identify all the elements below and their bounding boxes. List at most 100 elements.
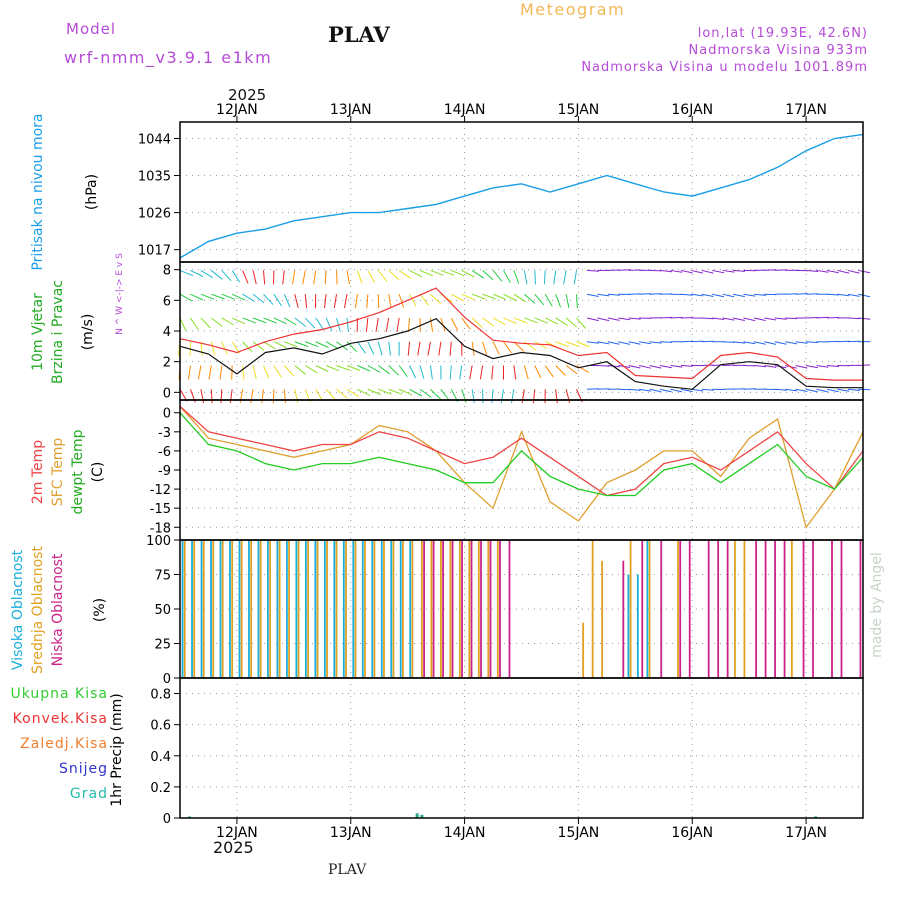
wind-arrow [430,269,444,276]
wind-arrow [785,341,798,345]
wind-arrow [628,365,641,369]
y-tick-label: 1035 [138,170,171,185]
wind-arrow [532,389,536,404]
wind-arrow [419,365,425,380]
wind-arrow [200,293,215,300]
wind-arrow [847,269,860,274]
y-tick-label: 1026 [138,207,171,222]
wind-arrow [429,365,433,380]
wind-arrow [313,270,317,285]
wind-arrow [398,365,408,378]
wind-arrow [553,270,557,285]
wind-arrow [503,270,511,283]
wind-arrow [294,365,306,375]
wind-ylabel-2: Brzina i Pravac [50,280,66,384]
y-tick-label: -12 [150,483,171,498]
wind-arrow [764,341,777,345]
wind-arrow [229,389,233,404]
wind-arrow [211,293,225,300]
wind-arrow [795,365,808,369]
wind-arrow [210,317,223,327]
wind-arrow [785,388,798,392]
wind-arrow [691,388,704,392]
wind-arrow [639,388,652,392]
x-date-label-top: 16JAN [671,102,713,118]
model-label: Model [66,20,117,38]
wind-arrow [367,365,381,373]
wind-arrow [208,365,212,380]
station-title: PLAV [328,22,390,47]
precip-bar [187,816,191,818]
wind-arrow [774,317,787,320]
wind-arrow [179,293,193,302]
wind-arrow [701,293,714,297]
wind-arrow [774,269,787,271]
wind-arrow [712,317,725,320]
temp-ylabel-3: dewpt Temp [70,429,86,514]
y-tick-label: 2 [163,356,171,371]
wind-arrow [816,269,829,273]
wind-arrow [388,341,391,356]
wind-arrow [586,269,599,272]
y-tick-label: 0 [163,407,171,422]
watermark-text: made by Angel [869,552,885,658]
x-date-label-top: 14JAN [444,102,486,118]
model-run: wrf-nmm_v3.9.1 e1km [64,48,273,67]
wind-arrow [523,365,529,380]
wind-arrow [324,270,327,285]
wind-arrow [367,388,381,395]
wind-arrow [367,270,376,283]
wind-arrow [805,388,818,393]
wind-arrow [294,294,299,308]
wind-arrow [837,293,850,297]
wind-arrow [837,340,850,343]
wind-arrow [263,365,270,379]
wind-arrow [544,293,553,307]
wind-arrow [732,317,745,321]
wind-arrow [263,341,276,350]
wind-arrow [200,341,203,356]
precip-bar [814,816,818,818]
wind-arrow [701,317,714,320]
wind-arrow [451,293,464,302]
wind-arrow [449,341,452,356]
wind-arrow [200,317,211,329]
wind-arrow [190,317,199,330]
x-date-label-top: 13JAN [330,102,372,118]
wind-arrow [336,341,348,351]
y-tick-label: 0 [163,672,171,687]
wind-arrow [398,294,405,308]
wind-arrow [221,270,232,282]
wind-arrow [847,293,860,297]
precip-legend-item: Snijeg [59,761,108,777]
wind-arrow [691,293,704,297]
wind-arrow [469,365,473,380]
wind-arrow [597,365,610,367]
wind-arrow [764,317,777,321]
wind-arrow [357,388,371,396]
wind-arrow [430,388,441,400]
wind-arrow [409,388,423,397]
wind-arrow [680,365,693,367]
wind-arrow [482,270,494,281]
wind-arrow [753,293,766,296]
wind-arrow [607,293,620,296]
precip-ylabel: 1hr Precip (mm) [109,693,125,806]
wind-arrow [649,388,662,393]
wind-arrow [261,389,264,404]
wind-arrow [398,388,413,396]
y-tick-label: 75 [154,569,171,584]
wind-arrow [701,388,714,391]
wind-arrow [555,341,569,348]
wind-arrow [263,293,274,305]
wind-arrow [847,340,860,343]
wind-arrow [471,389,475,404]
y-tick-label: 0 [163,386,171,401]
wind-arrow [858,388,871,391]
wind-arrow [722,269,735,273]
wind-arrow [513,317,528,324]
y-tick-label: -3 [158,426,171,441]
elevation-text: Nadmorska Visina 933m [688,43,868,58]
wind-arrow [565,294,570,309]
wind-arrow [179,317,187,331]
